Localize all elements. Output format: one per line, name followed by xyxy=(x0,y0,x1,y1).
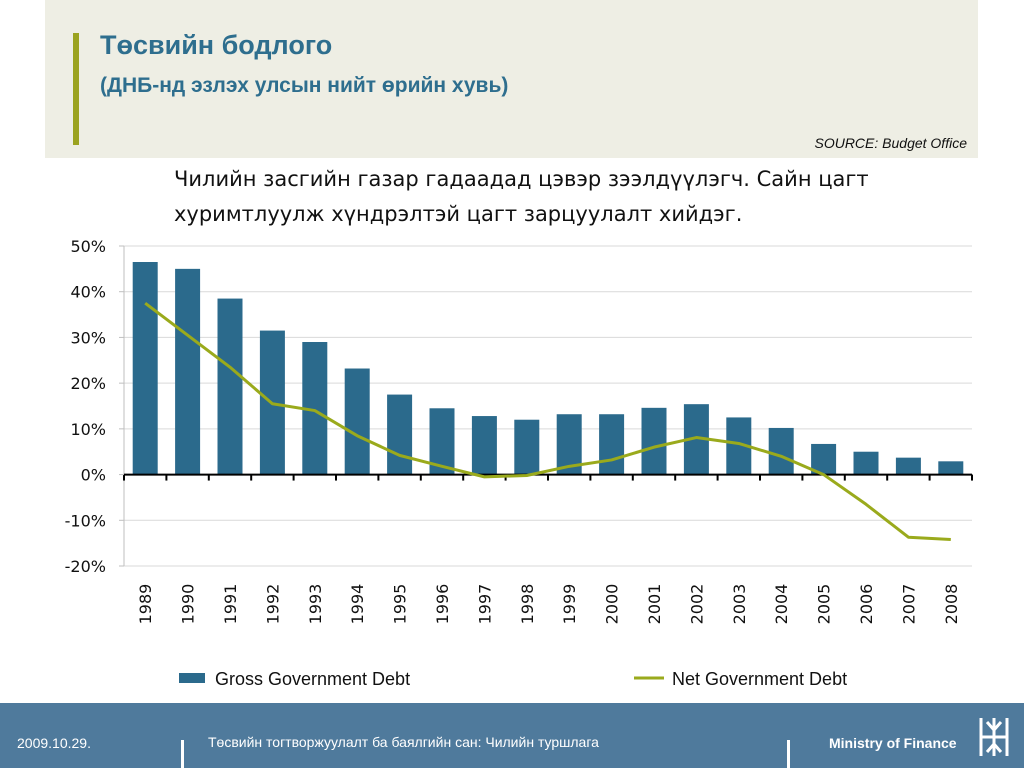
x-tick-label: 1993 xyxy=(306,584,325,625)
x-tick-label: 2005 xyxy=(815,584,834,625)
y-tick-label: 30% xyxy=(70,328,106,347)
x-tick-label: 2008 xyxy=(942,584,961,625)
footer-bar xyxy=(0,703,1024,768)
x-tick-label: 1999 xyxy=(560,584,579,625)
bar-gross-debt xyxy=(895,457,921,475)
ministry-logo-icon xyxy=(979,718,1009,756)
legend-swatch-gross xyxy=(179,673,205,683)
bar-gross-debt xyxy=(217,298,243,475)
line-net-debt xyxy=(144,301,951,541)
axes xyxy=(119,245,973,567)
bar-gross-debt xyxy=(175,268,201,475)
y-tick-label: -10% xyxy=(65,511,106,530)
x-tick-label: 2007 xyxy=(899,584,918,625)
bar-gross-debt xyxy=(387,394,413,475)
x-tick-label: 1992 xyxy=(263,584,282,625)
x-tick-label: 1996 xyxy=(433,584,452,625)
x-tick-label: 1995 xyxy=(391,584,410,625)
y-tick-labels: 50% 40% 30% 20% 10% 0% -10% -20% xyxy=(65,237,106,576)
x-tick-label: 1989 xyxy=(136,584,155,625)
page-subtitle: (ДНБ-нд эзлэх улсын нийт өрийн хувь) xyxy=(100,74,509,97)
page-title: Төсвийн бодлого xyxy=(100,30,333,60)
source-note: SOURCE: Budget Office xyxy=(814,135,967,151)
x-tick-label: 1991 xyxy=(221,584,240,625)
bar-gross-debt xyxy=(853,451,879,475)
bar-gross-debt xyxy=(344,368,370,475)
y-tick-label: 50% xyxy=(70,237,106,256)
x-tick-label: 2000 xyxy=(603,584,622,625)
x-tick-labels: 1989 1990 1991 1992 1993 1994 1995 1996 1997 1998… xyxy=(136,584,961,625)
x-tick-label: 1990 xyxy=(179,584,198,625)
bar-series xyxy=(132,262,964,475)
bar-gross-debt xyxy=(599,414,625,475)
x-tick-label: 1994 xyxy=(348,584,367,625)
bar-gross-debt xyxy=(641,407,667,475)
x-tick-label: 2001 xyxy=(645,584,664,625)
x-tick-label: 2006 xyxy=(857,584,876,625)
y-tick-label: 10% xyxy=(70,420,106,439)
footer-date: 2009.10.29. xyxy=(17,735,91,751)
bar-gross-debt xyxy=(132,262,158,475)
y-tick-label: 0% xyxy=(81,466,106,485)
footer-organization: Ministry of Finance xyxy=(829,735,957,751)
x-tick-label: 1997 xyxy=(475,584,494,625)
bar-gross-debt xyxy=(514,419,540,475)
y-tick-label: -20% xyxy=(65,557,106,576)
bar-gross-debt xyxy=(471,416,497,475)
footer-separator xyxy=(787,740,790,768)
y-tick-label: 40% xyxy=(70,283,106,302)
y-tick-label: 20% xyxy=(70,374,106,393)
bar-gross-debt xyxy=(938,461,964,475)
debt-chart: 50%40%30%20%10%0%-10%-20% 1989 1990 1991 19… xyxy=(65,237,973,689)
x-tick-label: 2003 xyxy=(730,584,749,625)
header-panel xyxy=(45,0,978,158)
accent-bar xyxy=(73,33,79,145)
legend-label-gross: Gross Government Debt xyxy=(215,669,410,689)
line-series xyxy=(144,301,951,541)
bar-gross-debt xyxy=(768,427,794,475)
chart-legend: Gross Government Debt Net Government Debt xyxy=(179,669,847,689)
footer-title: Төсвийн тогтворжуулалт ба баялгийн сан: … xyxy=(208,734,599,750)
x-tick-label: 2002 xyxy=(687,584,706,625)
x-tick-label: 1998 xyxy=(518,584,537,625)
legend-label-net: Net Government Debt xyxy=(672,669,847,689)
chart-caption: Чилийн засгийн газар гадаадад цэвэр зээл… xyxy=(174,167,869,226)
footer-separator xyxy=(181,740,184,768)
gridlines xyxy=(124,245,972,567)
x-tick-label: 2004 xyxy=(772,584,791,625)
